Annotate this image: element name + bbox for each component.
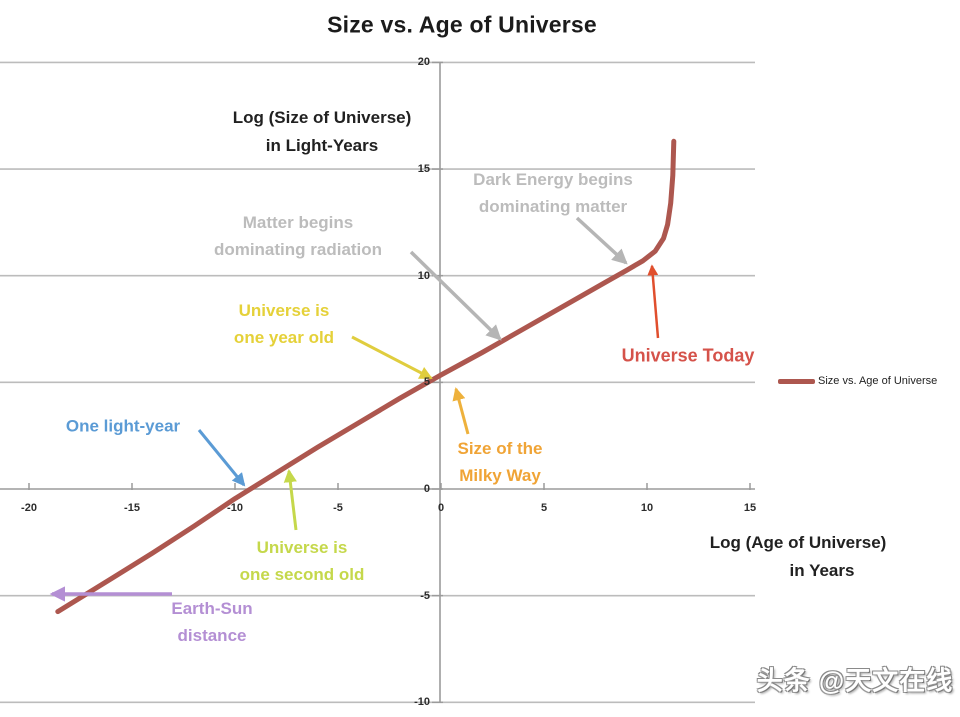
- annotation-line: Matter begins: [242, 213, 354, 232]
- x-tick-label: 10: [640, 502, 654, 514]
- y-tick-label: 20: [417, 56, 430, 69]
- y-tick-label: -10: [414, 696, 430, 709]
- annotation-universe-one-year-old: Universe is one year old: [234, 297, 334, 351]
- x-tick-label: 5: [540, 502, 548, 514]
- x-tick-label: -15: [124, 502, 140, 514]
- annotation-universe-today: Universe Today: [622, 343, 755, 370]
- annotation-arrow-one-light-year: [197, 429, 246, 487]
- x-tick-label: 0: [437, 502, 445, 514]
- annotation-line: dominating matter: [478, 197, 628, 216]
- annotation-line: One light-year: [65, 416, 181, 436]
- legend-label: Size vs. Age of Universe: [818, 375, 938, 387]
- annotation-line: Earth-Sun: [171, 599, 253, 618]
- annotation-line: Size of the: [457, 439, 543, 458]
- y-axis-title-line2: in Light-Years: [265, 136, 379, 155]
- series-line: [55, 138, 677, 615]
- annotation-line: Universe is: [238, 301, 330, 320]
- annotation-size-of-milky-way: Size of the Milky Way: [457, 435, 542, 489]
- annotation-line: one year old: [233, 328, 335, 347]
- y-tick-label: 15: [417, 163, 430, 176]
- annotation-line: one second old: [239, 565, 365, 584]
- annotation-line: dominating radiation: [213, 240, 383, 259]
- x-tick-label: -10: [227, 502, 243, 514]
- annotation-line: Universe is: [256, 538, 348, 557]
- annotation-arrow-dark-energy-dominates-matter: [575, 216, 628, 265]
- x-axis-title-line2: in Years: [789, 561, 855, 580]
- annotation-matter-dominates-radiation: Matter begins dominating radiation: [214, 209, 382, 263]
- y-tick-label: 0: [423, 483, 430, 495]
- y-tick-label: 10: [417, 269, 430, 282]
- x-axis-title-line1: Log (Age of Universe): [709, 533, 887, 552]
- annotation-line: Universe Today: [621, 345, 755, 366]
- annotation-arrow-universe-one-second-old: [283, 469, 298, 531]
- x-tick-label: 15: [743, 502, 757, 514]
- annotation-dark-energy-dominates-matter: Dark Energy begins dominating matter: [473, 166, 633, 220]
- annotation-arrow-matter-dominates-radiation: [409, 250, 502, 341]
- annotation-one-light-year: One light-year: [66, 413, 180, 440]
- annotation-arrow-universe-one-year-old: [351, 335, 433, 380]
- annotation-line: distance: [177, 626, 247, 645]
- annotation-line: Milky Way: [459, 466, 541, 485]
- annotation-earth-sun-distance: Earth-Sun distance: [171, 595, 252, 649]
- y-tick-label: -5: [420, 589, 430, 602]
- x-tick-label: -5: [333, 502, 343, 514]
- x-tick-label: -20: [21, 502, 37, 514]
- watermark: 头条 @天文在线: [756, 665, 954, 696]
- y-axis-title-line1: Log (Size of Universe): [232, 108, 412, 127]
- annotation-arrow-universe-today: [647, 264, 660, 339]
- legend: Size vs. Age of Universe: [778, 375, 937, 387]
- chart-title: Size vs. Age of Universe: [327, 11, 597, 38]
- annotation-line: Dark Energy begins: [473, 170, 633, 189]
- legend-swatch-line: [778, 378, 815, 384]
- annotation-universe-one-second-old: Universe is one second old: [240, 534, 365, 588]
- y-tick-label: 5: [423, 376, 430, 389]
- annotation-arrow-size-of-milky-way: [452, 387, 470, 435]
